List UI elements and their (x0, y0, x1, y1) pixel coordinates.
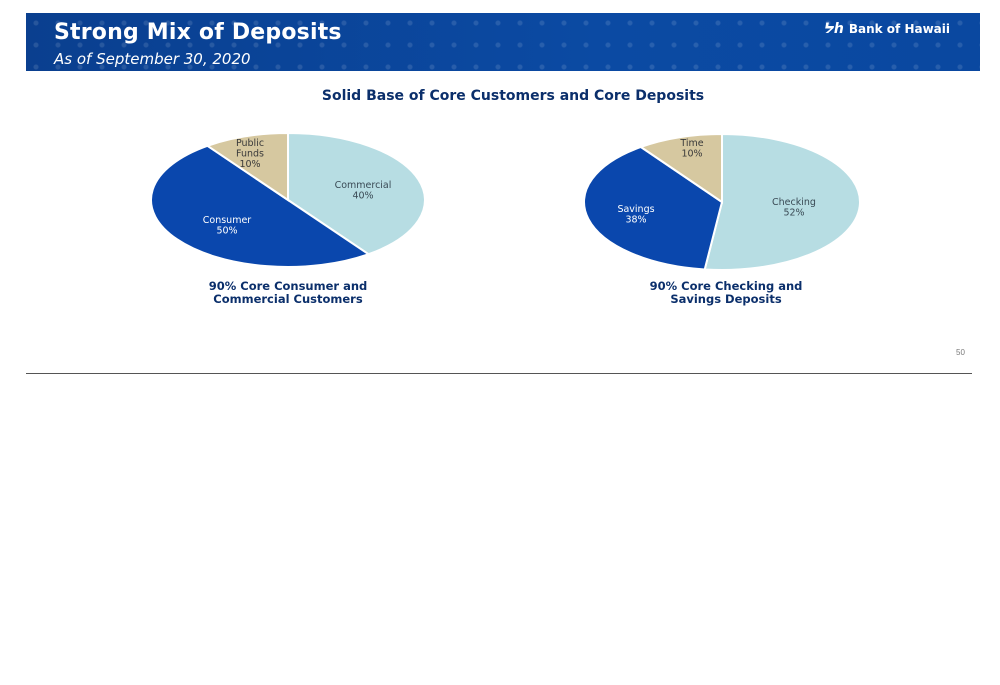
page-subtitle: As of September 30, 2020 (54, 50, 251, 68)
customers-caption-line1: 90% Core Consumer and (208, 279, 368, 293)
page-number: 50 (956, 348, 965, 357)
deposits-slice-time (638, 132, 723, 204)
customers-label-consumer: Consumer 50% (203, 215, 252, 237)
deposits-label-savings: Savings 38% (617, 204, 654, 226)
deposits-caption: 90% Core Checking and Savings Deposits (596, 280, 856, 306)
bank-logo-text: Bank of Hawaii (848, 22, 950, 36)
customers-slice-commercial (287, 131, 426, 256)
customers-pie-chart: Commercial 40% Consumer 50% Public Funds 10% (150, 130, 430, 270)
bank-logo: ᔭh Bank of Hawaii (824, 21, 950, 37)
customers-slice-consumer (150, 144, 371, 268)
deposits-pie-svg: Checking 52% Savings 38% Time 10% (583, 132, 861, 271)
customers-caption: 90% Core Consumer and Commercial Custome… (158, 280, 418, 306)
deposits-label-time: Time 10% (679, 138, 703, 160)
page-title: Strong Mix of Deposits (54, 20, 342, 45)
deposits-pie-chart: Checking 52% Savings 38% Time 10% (582, 130, 864, 272)
deposits-slice-checking (703, 132, 861, 271)
deposits-caption-line1: 90% Core Checking and (649, 279, 803, 293)
customers-caption-line2: Commercial Customers (213, 292, 363, 306)
customers-slice-public-funds (205, 131, 289, 202)
customers-pie-svg: Commercial 40% Consumer 50% Public Funds 10% (150, 131, 426, 268)
customers-label-public-funds: Public Funds 10% (236, 138, 264, 170)
bank-logo-icon: ᔭh (824, 21, 844, 37)
deposits-label-checking: Checking 52% (772, 197, 816, 219)
banner-pattern (26, 13, 980, 71)
footer-divider (26, 373, 972, 374)
header-banner: Strong Mix of Deposits As of September 3… (26, 13, 980, 71)
section-title: Solid Base of Core Customers and Core De… (321, 88, 705, 104)
deposits-slice-savings (583, 145, 724, 271)
customers-label-commercial: Commercial 40% (335, 180, 392, 202)
deposits-caption-line2: Savings Deposits (670, 292, 782, 306)
